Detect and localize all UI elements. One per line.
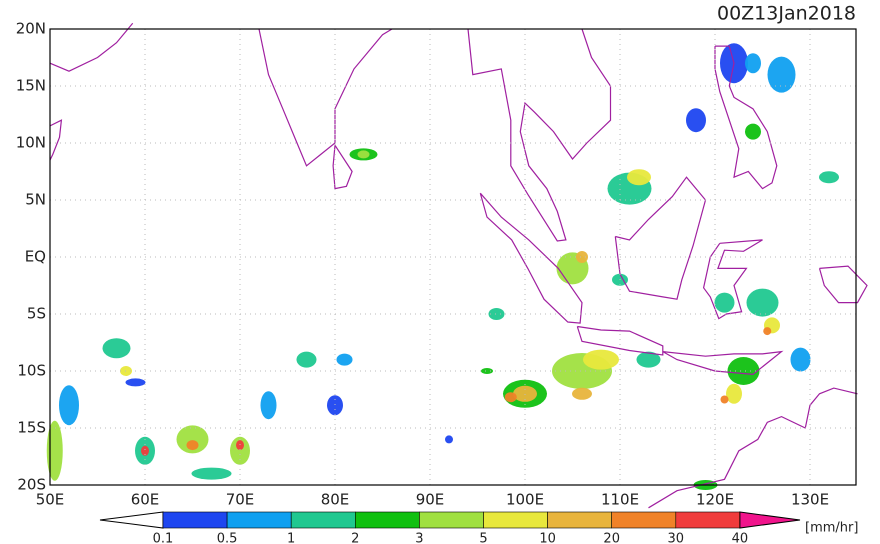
colorbar-segment: [162, 511, 228, 529]
rain-area: [572, 387, 592, 400]
rain-area: [745, 123, 761, 140]
rain-area: [576, 251, 588, 263]
colorbar-label: 0.1: [153, 532, 174, 544]
rain-area: [504, 392, 517, 403]
rain-area: [191, 467, 232, 480]
rain-area: [260, 391, 277, 420]
colorbar-segment: [547, 511, 612, 529]
rain-area: [819, 171, 839, 184]
coastline: [576, 325, 664, 356]
rain-area: [445, 435, 453, 444]
coastline: [648, 387, 858, 509]
coastline: [614, 176, 707, 300]
coastline: [332, 144, 353, 190]
lat-label: 5S: [27, 305, 46, 323]
coastline: [702, 239, 763, 320]
colorbar-over: [739, 511, 801, 529]
colorbar-label: 0.5: [217, 532, 238, 544]
colorbar-label: 1: [287, 532, 295, 544]
rain-area: [102, 338, 131, 359]
coastline: [49, 119, 63, 161]
rain-area: [763, 327, 772, 336]
rain-area: [583, 349, 619, 370]
rain-area: [125, 378, 146, 387]
rain-area: [714, 292, 735, 313]
colorbar-label: 10: [539, 532, 556, 544]
rain-area: [746, 288, 779, 317]
colorbar-label: 5: [479, 532, 487, 544]
colorbar-under: [99, 511, 164, 529]
rain-area: [627, 169, 651, 186]
coastline: [258, 28, 393, 167]
rain-area: [236, 440, 244, 451]
colorbar-label: 30: [668, 532, 685, 544]
lat-label: EQ: [25, 248, 46, 266]
rain-area: [488, 308, 505, 320]
rain-area: [513, 385, 537, 402]
lat-label: 10S: [17, 362, 46, 380]
lon-label: 120E: [696, 491, 734, 509]
lon-label: 90E: [416, 491, 445, 509]
colorbar-segment: [226, 511, 292, 529]
rain-area: [59, 385, 79, 426]
rain-area: [176, 425, 209, 454]
rain-area: [686, 108, 706, 133]
coastline: [714, 45, 778, 190]
coastline: [49, 22, 134, 72]
lon-label: 70E: [226, 491, 255, 509]
coastlines: [49, 22, 868, 509]
colorbar-label: 2: [351, 532, 359, 544]
lon-label: 60E: [131, 491, 160, 509]
colorbar-label: 40: [732, 532, 749, 544]
colorbar-segment: [290, 511, 356, 529]
rain-area: [46, 420, 63, 481]
rain-area: [186, 440, 199, 451]
map-frame: [49, 28, 857, 486]
rain-area: [720, 395, 729, 404]
lon-label: 130E: [791, 491, 829, 509]
rain-area: [767, 56, 796, 93]
rain-area: [230, 436, 250, 465]
rain-area: [141, 445, 149, 456]
rain-area: [327, 395, 343, 416]
rain-area: [357, 150, 370, 159]
colorbar-segment: [419, 511, 484, 529]
coastline: [479, 192, 583, 324]
colorbar-segment: [675, 511, 741, 529]
colorbar-segment: [611, 511, 677, 529]
coastline: [818, 265, 868, 304]
coastline: [662, 350, 784, 376]
lat-label: 20N: [16, 20, 46, 38]
rain-area: [296, 351, 317, 368]
rain-area: [336, 353, 353, 366]
rain-areas: [46, 43, 839, 490]
lon-label: 100E: [506, 491, 544, 509]
colorbar-label: 3: [415, 532, 423, 544]
rain-area: [790, 347, 811, 372]
lon-label: 80E: [321, 491, 350, 509]
colorbar-unit: [mm/hr]: [805, 521, 858, 536]
colorbar-segment: [354, 511, 420, 529]
map-title: 00Z13Jan2018: [717, 3, 856, 25]
lat-label: 10N: [16, 134, 46, 152]
lat-label: 5N: [25, 191, 46, 209]
rain-area: [636, 351, 661, 368]
lon-label: 50E: [36, 491, 65, 509]
lon-label: 110E: [601, 491, 639, 509]
colorbar-segment: [483, 511, 548, 529]
rain-area: [726, 383, 742, 404]
rain-area: [727, 357, 760, 385]
lat-label: 20S: [17, 476, 46, 494]
lat-label: 15N: [16, 77, 46, 95]
grid: [50, 29, 856, 485]
rain-area: [481, 368, 493, 374]
lat-label: 15S: [17, 419, 46, 437]
rain-area: [745, 53, 761, 74]
coastline: [467, 28, 612, 242]
colorbar-label: 20: [603, 532, 620, 544]
